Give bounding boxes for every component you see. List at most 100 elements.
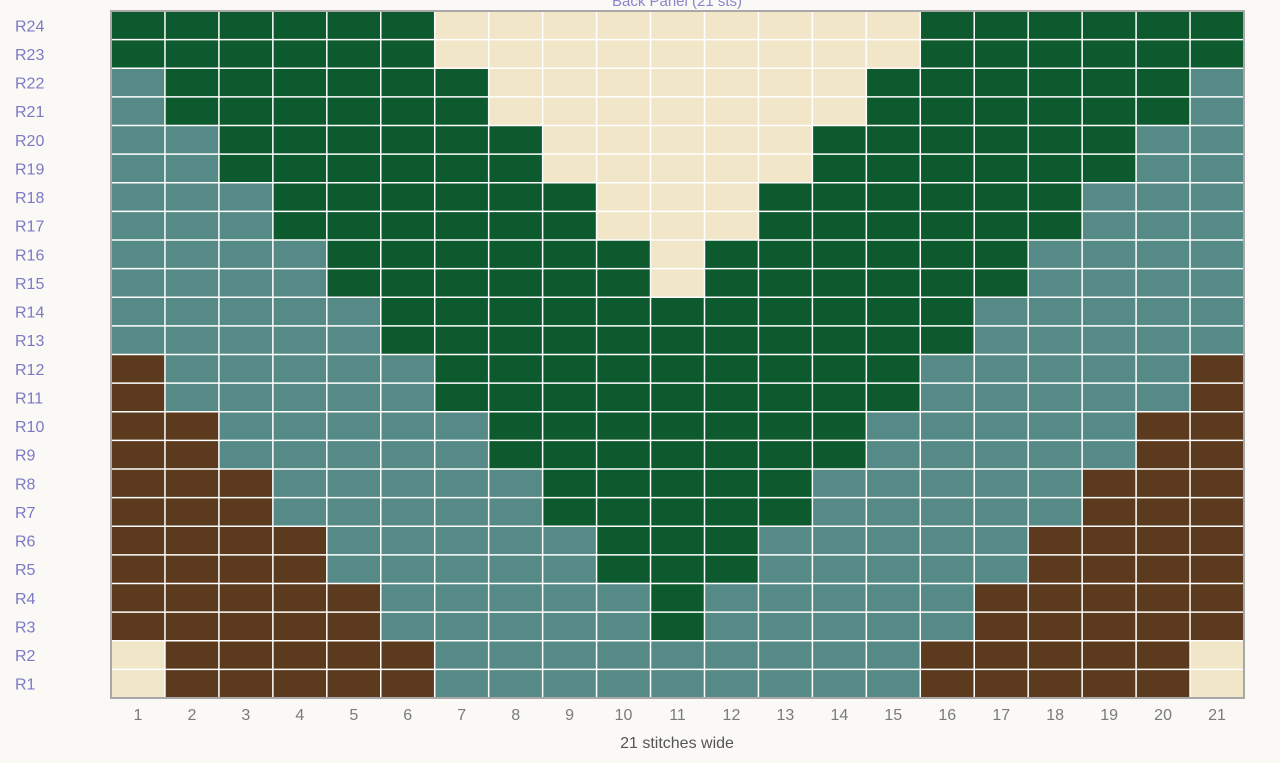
chart-cell [434,440,490,470]
row-label: R10 [15,419,44,436]
column-label: 4 [295,707,304,724]
column-label: 21 [1208,707,1226,724]
chart-title: Back Panel (21 sts) [612,0,742,10]
chart-cell [866,669,921,699]
chart-cell [488,11,544,41]
chart-cell [380,440,436,470]
chart-cell [1028,125,1083,155]
chart-cell [272,383,328,413]
row-label: R12 [15,362,44,379]
chart-cell [812,68,867,98]
chart-cell [1190,383,1245,413]
chart-cell [434,411,490,441]
chart-cell [758,68,813,98]
chart-cell [650,469,705,499]
chart-cell [1082,11,1137,41]
chart-cell [758,297,813,327]
chart-cell [1028,211,1083,241]
chart-cell [866,383,921,413]
row-label: R9 [15,448,36,465]
chart-cell [704,411,759,441]
chart-cell [218,11,274,41]
chart-cell [1136,383,1191,413]
chart-cell [326,96,382,126]
chart-cell [488,297,544,327]
chart-cell [326,669,382,699]
chart-cell [1028,554,1083,584]
chart-cell [1190,154,1245,184]
chart-cell [164,68,220,98]
chart-cell [434,240,490,270]
chart-cell [542,583,598,613]
chart-cell [434,469,490,499]
row-label: R17 [15,219,44,236]
chart-cell [164,383,220,413]
chart-cell [758,383,813,413]
chart-cell [596,268,652,298]
chart-cell [758,125,813,155]
chart-cell [1082,125,1137,155]
chart-cell [111,211,166,241]
chart-cell [488,440,544,470]
chart-cell [218,583,274,613]
chart-cell [974,440,1029,470]
chart-cell [866,354,921,384]
chart-cell [380,68,436,98]
chart-cell [1082,39,1137,69]
chart-cell [866,240,921,270]
chart-cell [488,96,544,126]
column-label: 13 [777,707,795,724]
chart-cell [1028,383,1083,413]
chart-cell [380,240,436,270]
chart-cell [218,68,274,98]
chart-cell [974,39,1029,69]
chart-cell [488,268,544,298]
chart-cell [812,11,867,41]
chart-cell [1190,211,1245,241]
chart-cell [380,612,436,642]
chart-cell [758,497,813,527]
chart-cell [218,640,274,670]
chart-cell [650,154,705,184]
chart-cell [488,182,544,212]
column-label: 1 [134,707,143,724]
chart-cell [272,554,328,584]
chart-cell [1190,182,1245,212]
chart-cell [164,440,220,470]
chart-cell [704,440,759,470]
row-label: R16 [15,247,44,264]
chart-cell [1028,411,1083,441]
chart-cell [164,640,220,670]
chart-cell [164,125,220,155]
chart-cell [272,640,328,670]
chart-cell [866,526,921,556]
chart-cell [380,39,436,69]
chart-cell [1082,154,1137,184]
chart-cell [1082,240,1137,270]
chart-cell [164,211,220,241]
chart-cell [111,39,166,69]
chart-cell [218,383,274,413]
chart-cell [812,268,867,298]
column-label: 6 [403,707,412,724]
chart-cell [596,11,652,41]
chart-cell [272,68,328,98]
chart-cell [218,240,274,270]
chart-cell [596,554,652,584]
chart-cell [1136,240,1191,270]
chart-cell [272,411,328,441]
chart-cell [326,411,382,441]
chart-cell [542,383,598,413]
chart-cell [272,497,328,527]
chart-cell [812,240,867,270]
chart-cell [164,612,220,642]
chart-cell [650,211,705,241]
chart-cell [704,268,759,298]
row-label: R13 [15,333,44,350]
chart-cell [650,39,705,69]
chart-cell [488,554,544,584]
chart-cell [164,154,220,184]
chart-cell [1136,497,1191,527]
chart-cell [974,497,1029,527]
chart-cell [704,669,759,699]
